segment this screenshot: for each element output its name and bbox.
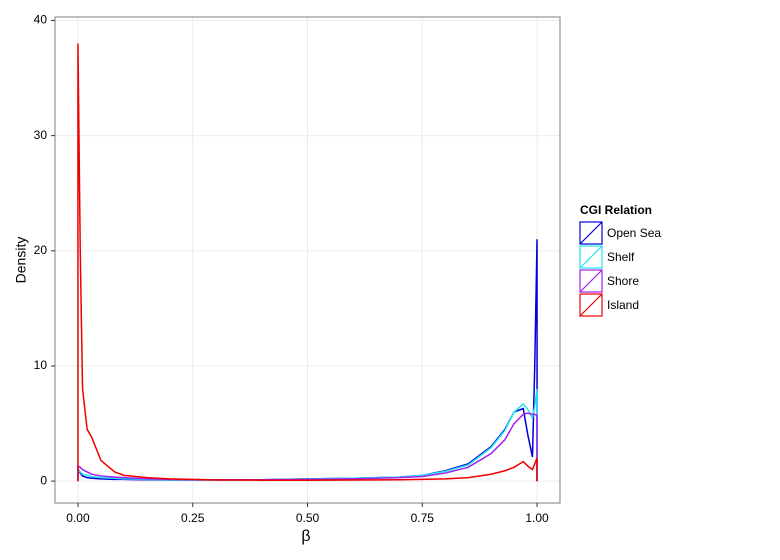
y-tick-label: 20 [34, 243, 48, 257]
legend-title: CGI Relation [580, 203, 652, 217]
y-axis-label: Density [13, 237, 29, 284]
x-tick-label: 1.00 [525, 511, 549, 525]
density-line [77, 412, 538, 482]
y-tick-label: 30 [34, 128, 48, 142]
legend-label: Shelf [607, 250, 635, 264]
legend-key-line [579, 269, 603, 293]
x-tick-label: 0.25 [181, 511, 205, 525]
x-tick-label: 0.50 [296, 511, 320, 525]
y-tick-label: 0 [40, 473, 47, 487]
legend-label: Island [607, 298, 639, 312]
legend: Open Sea Shelf Shore Island [579, 221, 661, 317]
density-line [77, 43, 538, 482]
grid [55, 17, 560, 503]
y-tick-label: 10 [34, 358, 48, 372]
lines [77, 43, 538, 482]
legend-key-line [579, 293, 603, 317]
x-tick-label: 0.75 [411, 511, 435, 525]
x-tick-label: 0.00 [66, 511, 90, 525]
legend-label: Open Sea [607, 226, 661, 240]
y-tick-label: 40 [34, 13, 48, 27]
legend-key-line [579, 221, 603, 245]
x-axis-label: β [301, 528, 310, 545]
legend-label: Shore [607, 274, 639, 288]
legend-key-line [579, 245, 603, 269]
